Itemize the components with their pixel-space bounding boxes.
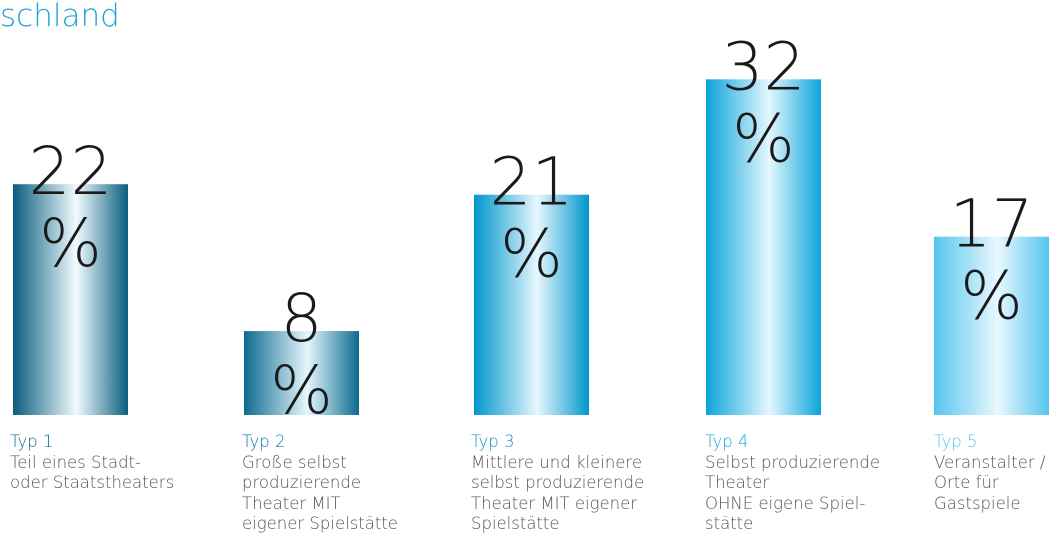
category-type: Typ 4 <box>705 432 749 451</box>
bar-4 <box>706 79 821 415</box>
category-type: Typ 1 <box>10 432 54 451</box>
bar-3 <box>474 194 589 415</box>
page-title: geöffnete schland <box>0 0 120 34</box>
category-label-5: Typ 5 Veranstalter / Orte für Gastspiele <box>934 432 1058 514</box>
category-label-1: Typ 1 Teil eines Stadt- oder Staatstheate… <box>10 432 240 494</box>
category-description: Selbst produzierende Theater OHNE eigene… <box>705 452 880 534</box>
category-type: Typ 5 <box>934 432 978 451</box>
bar-2 <box>244 331 359 415</box>
bar-unit-5: % <box>960 258 1023 335</box>
category-description: Teil eines Stadt- oder Staatstheaters <box>10 452 175 493</box>
bar-unit-3: % <box>500 216 563 293</box>
bar-unit-2: % <box>270 352 333 429</box>
category-type: Typ 3 <box>471 432 515 451</box>
category-label-4: Typ 4 Selbst produzierende Theater OHNE e… <box>705 432 935 535</box>
bar-value-1: 22 <box>29 133 113 210</box>
bar-5 <box>934 236 1049 415</box>
category-description: Veranstalter / Orte für Gastspiele <box>934 452 1046 513</box>
bar-value-2: 8 <box>281 280 323 357</box>
bar-value-4: 32 <box>722 28 806 105</box>
bar-value-3: 21 <box>490 144 574 221</box>
bar-unit-1: % <box>39 205 102 282</box>
category-type: Typ 2 <box>242 432 286 451</box>
category-label-2: Typ 2 Große selbst produzierende Theater … <box>242 432 472 535</box>
category-description: Mittlere und kleinere selbst produzieren… <box>471 452 645 534</box>
bar-1 <box>13 184 128 415</box>
category-label-3: Typ 3 Mittlere und kleinere selbst produz… <box>471 432 701 535</box>
bar-value-5: 17 <box>950 186 1034 263</box>
category-description: Große selbst produzierende Theater MIT e… <box>242 452 398 534</box>
bar-unit-4: % <box>732 100 795 177</box>
